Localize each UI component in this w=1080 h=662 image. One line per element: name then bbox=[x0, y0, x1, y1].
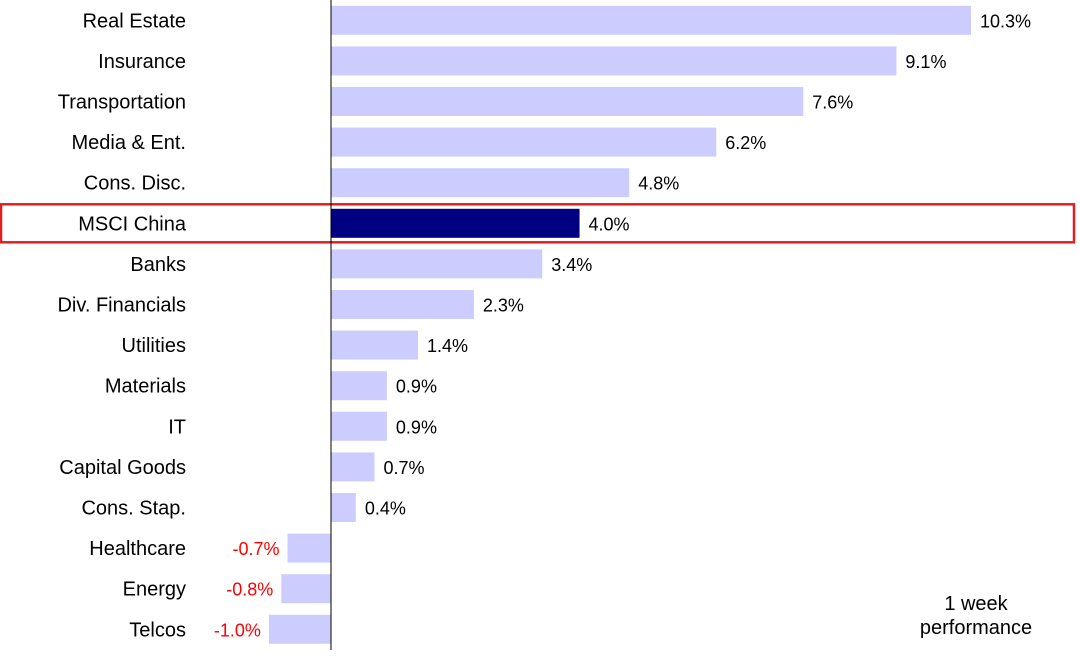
bar-13 bbox=[287, 533, 331, 563]
category-label: Transportation bbox=[58, 92, 186, 114]
bar-11 bbox=[331, 452, 375, 482]
value-label: 7.6% bbox=[812, 93, 853, 113]
bar-0 bbox=[331, 5, 971, 35]
value-label: 9.1% bbox=[905, 52, 946, 72]
category-label: Banks bbox=[130, 254, 186, 276]
value-label: 0.9% bbox=[396, 417, 437, 437]
category-label: Capital Goods bbox=[59, 457, 186, 479]
annotation-line-2: performance bbox=[919, 617, 1033, 639]
bar-12 bbox=[331, 493, 356, 522]
value-label: 3.4% bbox=[551, 255, 592, 275]
bar-8 bbox=[331, 330, 418, 360]
annotation-line-1: 1 week bbox=[944, 593, 1008, 615]
category-label: IT bbox=[168, 416, 186, 438]
value-label: -0.8% bbox=[226, 580, 273, 600]
value-label: 1.4% bbox=[427, 336, 468, 356]
value-label: 2.3% bbox=[483, 296, 524, 316]
category-label: Cons. Stap. bbox=[81, 498, 186, 520]
bar-9 bbox=[331, 371, 387, 401]
bar-2 bbox=[331, 87, 804, 116]
category-label: Real Estate bbox=[83, 10, 186, 32]
value-label: 0.9% bbox=[396, 377, 437, 397]
value-label: 0.7% bbox=[383, 458, 424, 478]
category-label: Materials bbox=[105, 376, 186, 398]
bar-5 bbox=[331, 208, 580, 238]
value-label: 4.0% bbox=[589, 214, 630, 234]
category-label: MSCI China bbox=[78, 213, 187, 235]
bar-10 bbox=[331, 411, 387, 441]
category-label: Telcos bbox=[129, 619, 186, 641]
value-label: 0.4% bbox=[365, 499, 406, 519]
highlight-box bbox=[0, 203, 1076, 244]
value-label: -1.0% bbox=[214, 620, 261, 640]
category-labels: Real Estate Insurance Transportation Media … bbox=[57, 10, 186, 641]
value-label: 6.2% bbox=[725, 133, 766, 153]
category-label: Utilities bbox=[122, 335, 186, 357]
category-label: Media & Ent. bbox=[71, 132, 186, 154]
bar-14 bbox=[281, 574, 331, 604]
category-label: Energy bbox=[123, 579, 186, 601]
bar-1 bbox=[331, 46, 897, 76]
value-label: -0.7% bbox=[232, 539, 279, 559]
category-label: Div. Financials bbox=[57, 295, 186, 317]
chart-annotation: 1 week performance bbox=[896, 592, 1056, 640]
category-label: Cons. Disc. bbox=[84, 173, 186, 195]
bar-4 bbox=[331, 168, 630, 198]
value-label: 4.8% bbox=[638, 174, 679, 194]
bar-7 bbox=[331, 290, 474, 319]
bar-6 bbox=[331, 249, 543, 279]
bars-group bbox=[268, 5, 971, 644]
category-label: Insurance bbox=[98, 51, 186, 73]
value-labels: 10.3% 9.1% 7.6% 6.2% 4.8% 4.0% 3.4% 2.3% 1.4% 0.9… bbox=[214, 11, 1031, 640]
bar-3 bbox=[331, 127, 717, 157]
category-label: Healthcare bbox=[89, 538, 186, 560]
value-label: 10.3% bbox=[980, 11, 1031, 31]
bar-15 bbox=[268, 614, 331, 644]
